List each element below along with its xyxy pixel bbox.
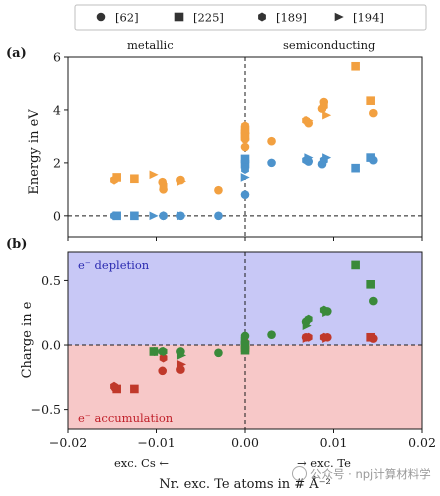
- x-axis-label: Nr. exc. Te atoms in # Å⁻²: [159, 476, 331, 492]
- data-point-circle: [158, 366, 167, 376]
- panel-a-frame: [67, 56, 423, 238]
- panel-b-frame: [67, 251, 423, 430]
- region-label-metallic: metallic: [127, 38, 174, 52]
- x-tick-label: −0.01: [137, 435, 175, 450]
- data-point-square: [130, 174, 139, 184]
- data-point-circle: [267, 158, 276, 168]
- data-point-square: [366, 96, 375, 105]
- data-point-hexagon: [110, 211, 118, 221]
- data-point-square: [351, 260, 360, 270]
- y-tick-label: 0.5: [41, 273, 61, 288]
- data-point-square: [130, 384, 139, 394]
- data-point-square: [240, 132, 250, 141]
- data-point-triangle-right: [322, 110, 332, 120]
- data-point-circle: [369, 108, 378, 118]
- panel-b: e⁻ depletion e⁻ accumulation (b) Charge i…: [6, 237, 423, 433]
- data-point-hexagon: [110, 381, 118, 391]
- legend-marker-circle: [96, 12, 106, 22]
- data-point-triangle-right: [176, 351, 187, 360]
- data-point-hexagon: [304, 314, 313, 324]
- data-point-square: [240, 159, 250, 169]
- data-point-hexagon: [150, 347, 159, 356]
- x-tick-label: 0.00: [231, 435, 259, 450]
- data-point-triangle-right: [240, 129, 250, 139]
- y-tick-label: 6: [53, 50, 61, 65]
- data-point-circle: [240, 190, 250, 199]
- data-point-triangle-right: [176, 211, 187, 221]
- data-point-square: [366, 153, 375, 162]
- data-point-square: [366, 332, 375, 342]
- data-point-circle: [214, 185, 223, 195]
- data-point-square: [351, 61, 360, 71]
- data-point-triangle-right: [304, 153, 314, 162]
- region-label-depletion: e⁻ depletion: [78, 258, 150, 272]
- data-point-hexagon: [159, 180, 168, 190]
- legend-marker-square: [174, 12, 184, 22]
- data-point-square: [240, 154, 250, 164]
- data-point-circle: [240, 142, 250, 152]
- data-point-hexagon: [319, 101, 328, 111]
- data-point-circle: [214, 348, 223, 358]
- data-point-hexagon: [159, 211, 168, 221]
- data-point-triangle-right: [302, 321, 312, 330]
- data-point-triangle-right: [240, 336, 250, 346]
- data-point-square: [240, 345, 250, 355]
- y-tick-label: −0.5: [31, 402, 61, 417]
- region-label-accumulation: e⁻ accumulation: [78, 411, 174, 425]
- y-tick-label: 0: [53, 208, 61, 223]
- region-label-semiconducting: semiconducting: [283, 38, 376, 52]
- panel-b-ylabel: Charge in e: [20, 301, 35, 378]
- data-point-triangle-right: [176, 177, 187, 186]
- data-point-circle: [267, 330, 276, 339]
- legend-marker-hexagon: [258, 12, 266, 22]
- legend-label: [225]: [193, 11, 224, 25]
- x-note-right: → exc. Te: [297, 456, 351, 470]
- data-point-circle: [267, 136, 276, 146]
- legend-marker-triangle-right: [334, 12, 344, 22]
- y-tick-label: 4: [53, 102, 61, 117]
- legend-label: [62]: [115, 11, 139, 25]
- data-point-triangle-right: [149, 170, 159, 180]
- data-point-triangle-right: [322, 334, 332, 343]
- data-point-hexagon: [159, 347, 168, 356]
- watermark-icon: [292, 466, 307, 481]
- x-note-left: exc. Cs ←: [114, 456, 169, 470]
- data-point-square: [351, 163, 360, 173]
- data-point-triangle-right: [176, 360, 187, 369]
- legend-label: [189]: [276, 11, 307, 25]
- data-point-circle: [214, 211, 223, 221]
- data-point-square: [366, 279, 375, 289]
- watermark-text: 公众号 · npj计算材料学: [310, 467, 431, 481]
- x-tick-label: −0.02: [49, 435, 87, 450]
- x-tick-label: 0.01: [320, 435, 348, 450]
- data-point-triangle-right: [322, 153, 332, 162]
- data-point-triangle-right: [240, 173, 250, 182]
- data-point-circle: [369, 296, 378, 306]
- legend: [62] [225] [189] [194]: [74, 4, 427, 31]
- data-point-triangle-right: [322, 308, 332, 318]
- y-tick-label: 2: [53, 155, 61, 170]
- data-point-triangle-right: [149, 211, 159, 221]
- panel-a: (a) metallic semiconducting Energy in eV…: [6, 38, 423, 241]
- data-point-hexagon: [241, 165, 249, 174]
- data-point-hexagon: [110, 175, 118, 185]
- legend-frame: [74, 4, 427, 31]
- panel-a-label: (a): [6, 46, 27, 61]
- panel-b-label: (b): [6, 237, 27, 252]
- data-point-square: [130, 211, 139, 221]
- watermark: 公众号 · npj计算材料学: [292, 466, 431, 482]
- panel-a-ylabel: Energy in eV: [27, 109, 42, 195]
- y-tick-label: 0.0: [41, 338, 61, 353]
- data-point-triangle-right: [302, 334, 312, 343]
- data-point-hexagon: [159, 353, 168, 363]
- legend-label: [194]: [353, 11, 384, 25]
- data-point-hexagon: [241, 121, 249, 131]
- x-tick-label: 0.02: [408, 435, 436, 450]
- data-point-triangle-right: [304, 116, 314, 125]
